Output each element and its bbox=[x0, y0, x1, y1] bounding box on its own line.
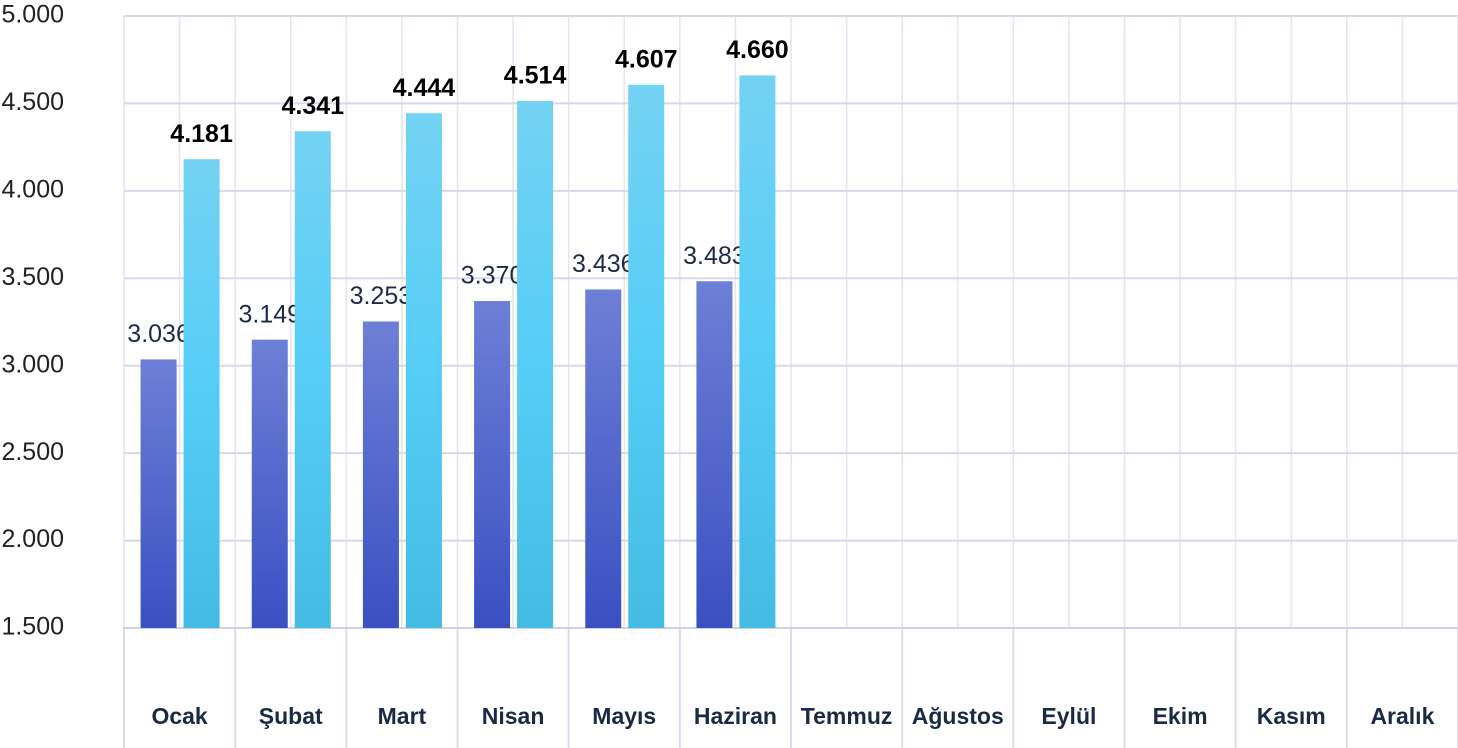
bar bbox=[474, 301, 511, 628]
x-tick-label: Ocak bbox=[151, 703, 207, 729]
y-tick-label: 5.000 bbox=[1, 1, 64, 29]
bar bbox=[251, 339, 288, 628]
x-tick-label: Ağustos bbox=[912, 703, 1004, 729]
bar bbox=[294, 131, 331, 629]
data-label: 4.341 bbox=[281, 92, 344, 120]
data-label: 4.181 bbox=[170, 120, 233, 148]
x-tick-label: Kasım bbox=[1257, 703, 1326, 729]
data-label: 3.483 bbox=[683, 242, 746, 270]
data-label: 3.253 bbox=[350, 282, 413, 310]
bar bbox=[140, 359, 177, 628]
x-tick-label: Nisan bbox=[482, 703, 545, 729]
data-label: 4.444 bbox=[393, 74, 456, 102]
x-tick-label: Şubat bbox=[259, 703, 323, 729]
y-tick-label: 3.000 bbox=[1, 350, 64, 378]
data-label: 3.036 bbox=[127, 320, 190, 348]
y-tick-label: 2.500 bbox=[1, 438, 64, 466]
bar bbox=[405, 113, 442, 628]
bar bbox=[362, 321, 399, 628]
bar bbox=[585, 289, 622, 628]
data-label: 4.660 bbox=[726, 36, 789, 64]
y-tick-label: 4.500 bbox=[1, 88, 64, 116]
bar bbox=[183, 159, 220, 628]
x-tick-label: Mart bbox=[378, 703, 427, 729]
data-label: 3.436 bbox=[572, 250, 635, 278]
bar bbox=[517, 100, 554, 628]
y-tick-label: 1.500 bbox=[1, 613, 64, 641]
data-label: 4.514 bbox=[504, 62, 567, 90]
x-tick-label: Mayıs bbox=[592, 703, 656, 729]
y-tick-label: 2.000 bbox=[1, 525, 64, 553]
bar bbox=[739, 75, 776, 629]
x-tick-label: Aralık bbox=[1370, 703, 1434, 729]
x-tick-label: Eylül bbox=[1041, 703, 1096, 729]
x-tick-label: Temmuz bbox=[801, 703, 893, 729]
data-label: 3.370 bbox=[461, 262, 524, 290]
data-label: 3.149 bbox=[238, 300, 301, 328]
bar bbox=[628, 84, 665, 628]
x-tick-label: Ekim bbox=[1153, 703, 1208, 729]
bar bbox=[696, 281, 733, 628]
y-tick-label: 3.500 bbox=[1, 263, 64, 291]
y-tick-label: 4.000 bbox=[1, 175, 64, 203]
x-tick-label: Haziran bbox=[694, 703, 777, 729]
data-label: 4.607 bbox=[615, 45, 678, 73]
